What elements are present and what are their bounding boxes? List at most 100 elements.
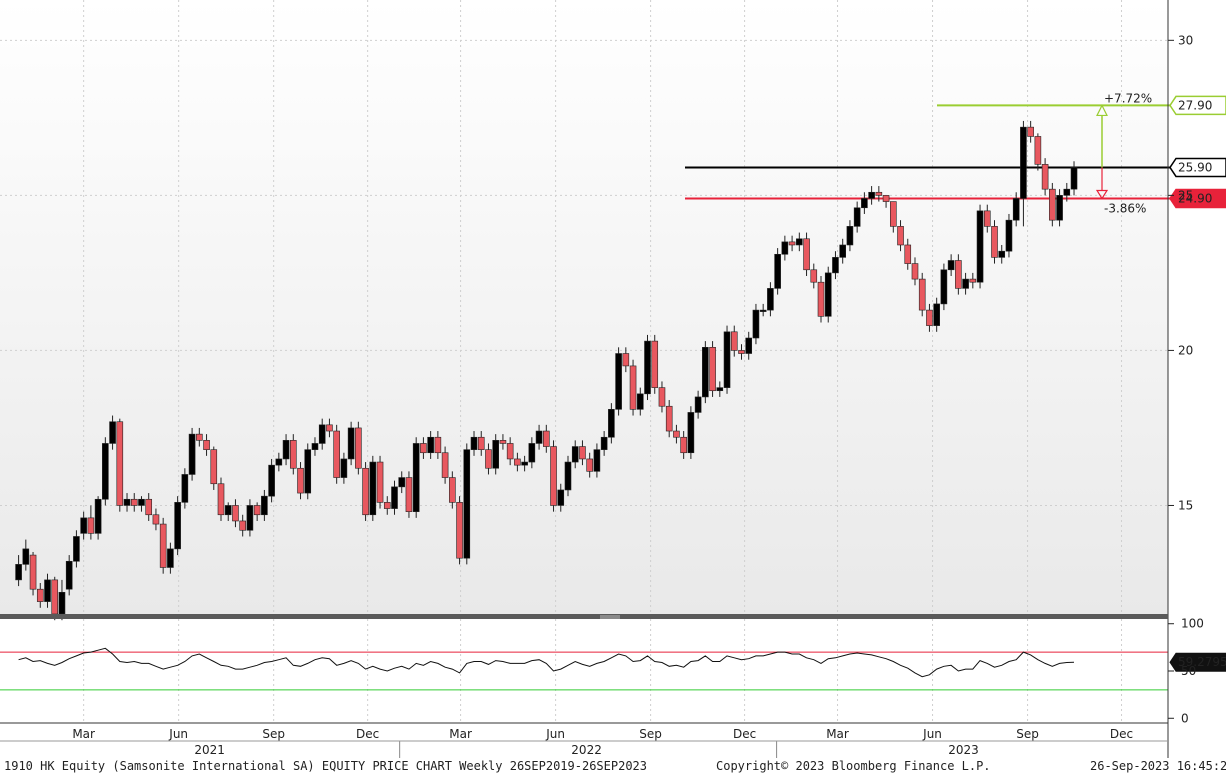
candle-body xyxy=(376,461,384,503)
candle-body xyxy=(593,449,601,472)
candle-body xyxy=(723,331,731,388)
candle-body xyxy=(318,424,326,444)
candle-body xyxy=(1041,164,1049,190)
candle-body xyxy=(962,278,969,289)
candle-body xyxy=(188,433,196,475)
candle-body xyxy=(412,443,420,512)
x-year-label: 2022 xyxy=(571,743,602,757)
candle-body xyxy=(362,467,369,516)
x-tick-label: Mar xyxy=(826,727,849,741)
candle-body xyxy=(738,350,745,354)
candle-body xyxy=(694,396,702,413)
candle-body xyxy=(311,443,319,450)
candle-body xyxy=(702,347,709,398)
candle-body xyxy=(774,253,781,289)
candle-body xyxy=(839,244,846,258)
candle-body xyxy=(1012,198,1020,221)
candle-body xyxy=(636,393,644,410)
price-panel-background xyxy=(0,0,1168,614)
candle-body xyxy=(940,269,948,305)
candle-body xyxy=(788,241,796,246)
candle-body xyxy=(159,523,167,568)
candle-body xyxy=(1005,219,1013,252)
x-tick-label: Mar xyxy=(449,727,472,741)
candle-body xyxy=(167,548,174,568)
candle-body xyxy=(196,433,203,441)
candle-body xyxy=(73,536,80,562)
candle-body xyxy=(976,210,984,283)
candle-body xyxy=(889,201,897,227)
candle-body xyxy=(571,446,579,463)
candle-body xyxy=(767,288,774,311)
x-tick-label: Mar xyxy=(72,727,95,741)
candle-body xyxy=(123,498,131,506)
candle-body xyxy=(687,412,695,454)
candle-body xyxy=(420,443,427,454)
rsi-y-tick-label: 0 xyxy=(1181,711,1189,725)
rsi-line xyxy=(18,647,1075,678)
candle-body xyxy=(875,191,883,196)
rsi-value-tag xyxy=(1169,652,1226,672)
x-tick-label: Dec xyxy=(733,727,756,741)
reference-value-tag xyxy=(1169,95,1226,116)
candle-body xyxy=(29,554,37,590)
candle-body xyxy=(1034,136,1042,165)
candle-body xyxy=(102,443,109,500)
candle-body xyxy=(80,517,87,534)
candle-body xyxy=(564,461,572,491)
rsi-y-tick-label: 50 xyxy=(1181,664,1196,678)
candle-body xyxy=(304,449,312,494)
candle-body xyxy=(441,452,449,478)
candle-body xyxy=(832,257,839,274)
price-chart: 27.90 25.90 24.90 +7.72% -3.86% 59.2795 Mar J… xyxy=(0,0,1226,758)
x-tick-label: Dec xyxy=(356,727,379,741)
candle-body xyxy=(138,498,145,506)
x-tick-label: Sep xyxy=(1016,727,1039,741)
candle-body xyxy=(355,427,362,469)
candle-body xyxy=(210,449,218,485)
candle-body xyxy=(427,436,434,454)
candle-body xyxy=(543,430,550,447)
x-year-label: 2021 xyxy=(194,743,225,757)
candle-body xyxy=(492,440,500,469)
candle-body xyxy=(926,309,933,326)
candle-body xyxy=(904,244,912,264)
candle-body xyxy=(463,449,471,559)
candle-body xyxy=(709,347,716,392)
candle-body xyxy=(51,579,59,615)
candle-body xyxy=(817,281,825,317)
candle-body xyxy=(1056,195,1063,221)
candle-body xyxy=(282,440,290,460)
candle-body xyxy=(969,278,977,283)
candle-body xyxy=(608,409,615,438)
y-tick-label: 15 xyxy=(1178,498,1193,512)
reference-value-label: 27.90 xyxy=(1178,98,1212,112)
candle-body xyxy=(297,467,304,494)
candle-body xyxy=(579,446,586,460)
y-tick-label: 25 xyxy=(1178,188,1193,202)
candle-body xyxy=(275,458,283,466)
candle-body xyxy=(955,260,962,289)
footer-title: 1910 HK Equity (Samsonite International … xyxy=(4,759,647,773)
candle-body xyxy=(217,483,225,516)
candle-body xyxy=(658,387,666,407)
candle-body xyxy=(268,464,275,497)
candle-body xyxy=(781,241,789,255)
candle-body xyxy=(289,440,297,469)
candle-body xyxy=(485,449,492,469)
candle-body xyxy=(94,498,102,534)
candle-body xyxy=(224,505,232,516)
candle-body xyxy=(651,340,659,388)
candle-body xyxy=(65,560,73,590)
candle-body xyxy=(116,421,124,506)
candle-body xyxy=(22,548,30,565)
candle-body xyxy=(261,495,268,516)
rsi-value-label: 59.2795 xyxy=(1178,655,1226,669)
candle-body xyxy=(586,458,593,472)
candle-body xyxy=(521,461,528,466)
candle-body xyxy=(868,191,875,199)
candle-body xyxy=(629,365,637,410)
y-tick-label: 30 xyxy=(1178,33,1193,47)
candle-body xyxy=(499,440,507,444)
candle-body xyxy=(665,405,673,432)
